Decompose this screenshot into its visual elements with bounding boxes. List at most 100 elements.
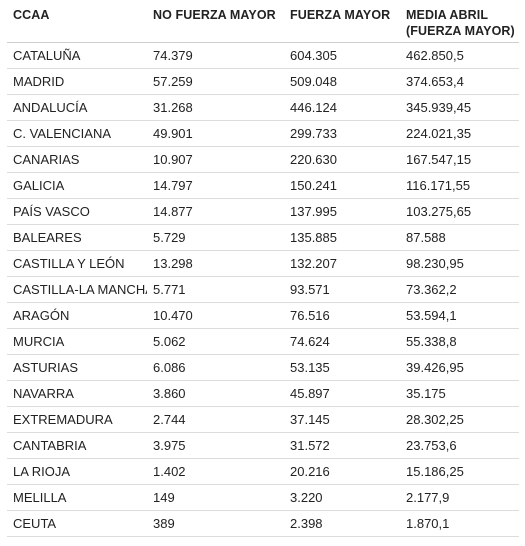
cell-media-abril: 98.230,95 bbox=[400, 250, 519, 277]
table-row: EXTREMADURA 2.744 37.145 28.302,25 bbox=[7, 406, 519, 433]
cell-fuerza-mayor: 93.571 bbox=[284, 276, 400, 303]
cell-media-abril: 374.653,4 bbox=[400, 68, 519, 95]
cell-no-fuerza-mayor: 10.907 bbox=[147, 146, 284, 173]
cell-ccaa: CASTILLA Y LEÓN bbox=[7, 250, 147, 277]
cell-ccaa: CATALUÑA bbox=[7, 42, 147, 69]
cell-no-fuerza-mayor: 10.470 bbox=[147, 302, 284, 329]
table-row: CATALUÑA 74.379 604.305 462.850,5 bbox=[7, 42, 519, 69]
cell-fuerza-mayor: 135.885 bbox=[284, 224, 400, 251]
cell-ccaa: PAÍS VASCO bbox=[7, 198, 147, 225]
cell-fuerza-mayor: 20.216 bbox=[284, 458, 400, 485]
cell-media-abril: 167.547,15 bbox=[400, 146, 519, 173]
table-row: CASTILLA-LA MANCHA 5.771 93.571 73.362,2 bbox=[7, 276, 519, 303]
cell-no-fuerza-mayor: 31.268 bbox=[147, 94, 284, 121]
table-row: MELILLA 149 3.220 2.177,9 bbox=[7, 484, 519, 511]
cell-no-fuerza-mayor: 3.860 bbox=[147, 380, 284, 407]
cell-ccaa: GALICIA bbox=[7, 172, 147, 199]
cell-no-fuerza-mayor: 74.379 bbox=[147, 42, 284, 69]
cell-fuerza-mayor: 604.305 bbox=[284, 42, 400, 69]
cell-media-abril: 23.753,6 bbox=[400, 432, 519, 459]
cell-media-abril: 28.302,25 bbox=[400, 406, 519, 433]
cell-fuerza-mayor: 509.048 bbox=[284, 68, 400, 95]
header-ccaa: CCAA bbox=[7, 0, 147, 43]
cell-ccaa: ARAGÓN bbox=[7, 302, 147, 329]
cell-ccaa: LA RIOJA bbox=[7, 458, 147, 485]
cell-media-abril: 73.362,2 bbox=[400, 276, 519, 303]
cell-ccaa: CANARIAS bbox=[7, 146, 147, 173]
table-row: MURCIA 5.062 74.624 55.338,8 bbox=[7, 328, 519, 355]
cell-media-abril: 53.594,1 bbox=[400, 302, 519, 329]
table-row: CANTABRIA 3.975 31.572 23.753,6 bbox=[7, 432, 519, 459]
table-row: ANDALUCÍA 31.268 446.124 345.939,45 bbox=[7, 94, 519, 121]
table-row: NAVARRA 3.860 45.897 35.175 bbox=[7, 380, 519, 407]
table-row: C. VALENCIANA 49.901 299.733 224.021,35 bbox=[7, 120, 519, 147]
table-row: ASTURIAS 6.086 53.135 39.426,95 bbox=[7, 354, 519, 381]
table-row: PAÍS VASCO 14.877 137.995 103.275,65 bbox=[7, 198, 519, 225]
cell-ccaa: ASTURIAS bbox=[7, 354, 147, 381]
cell-media-abril: 345.939,45 bbox=[400, 94, 519, 121]
cell-no-fuerza-mayor: 14.797 bbox=[147, 172, 284, 199]
cell-ccaa: MADRID bbox=[7, 68, 147, 95]
cell-fuerza-mayor: 446.124 bbox=[284, 94, 400, 121]
cell-fuerza-mayor: 220.630 bbox=[284, 146, 400, 173]
cell-no-fuerza-mayor: 13.298 bbox=[147, 250, 284, 277]
cell-media-abril: 1.870,1 bbox=[400, 510, 519, 537]
cell-fuerza-mayor: 2.398 bbox=[284, 510, 400, 537]
cell-fuerza-mayor: 299.733 bbox=[284, 120, 400, 147]
cell-ccaa: EXTREMADURA bbox=[7, 406, 147, 433]
cell-ccaa: MELILLA bbox=[7, 484, 147, 511]
cell-no-fuerza-mayor: 57.259 bbox=[147, 68, 284, 95]
cell-media-abril: 103.275,65 bbox=[400, 198, 519, 225]
cell-no-fuerza-mayor: 1.402 bbox=[147, 458, 284, 485]
cell-ccaa: ANDALUCÍA bbox=[7, 94, 147, 121]
header-media-abril: MEDIA ABRIL (FUERZA MAYOR) bbox=[400, 0, 519, 43]
cell-ccaa: CASTILLA-LA MANCHA bbox=[7, 276, 147, 303]
cell-fuerza-mayor: 45.897 bbox=[284, 380, 400, 407]
table-row: MADRID 57.259 509.048 374.653,4 bbox=[7, 68, 519, 95]
cell-no-fuerza-mayor: 14.877 bbox=[147, 198, 284, 225]
cell-fuerza-mayor: 150.241 bbox=[284, 172, 400, 199]
cell-ccaa: BALEARES bbox=[7, 224, 147, 251]
table-row: CASTILLA Y LEÓN 13.298 132.207 98.230,95 bbox=[7, 250, 519, 277]
cell-no-fuerza-mayor: 5.729 bbox=[147, 224, 284, 251]
table-row: GALICIA 14.797 150.241 116.171,55 bbox=[7, 172, 519, 199]
cell-media-abril: 224.021,35 bbox=[400, 120, 519, 147]
cell-media-abril: 35.175 bbox=[400, 380, 519, 407]
cell-media-abril: 39.426,95 bbox=[400, 354, 519, 381]
cell-media-abril: 55.338,8 bbox=[400, 328, 519, 355]
table-row: BALEARES 5.729 135.885 87.588 bbox=[7, 224, 519, 251]
table-header: CCAA NO FUERZA MAYOR FUERZA MAYOR MEDIA … bbox=[7, 0, 519, 43]
cell-fuerza-mayor: 37.145 bbox=[284, 406, 400, 433]
table-row: LA RIOJA 1.402 20.216 15.186,25 bbox=[7, 458, 519, 485]
cell-no-fuerza-mayor: 49.901 bbox=[147, 120, 284, 147]
cell-fuerza-mayor: 132.207 bbox=[284, 250, 400, 277]
cell-ccaa: MURCIA bbox=[7, 328, 147, 355]
cell-media-abril: 462.850,5 bbox=[400, 42, 519, 69]
table-row: CEUTA 389 2.398 1.870,1 bbox=[7, 510, 519, 537]
cell-fuerza-mayor: 137.995 bbox=[284, 198, 400, 225]
header-no-fuerza-mayor: NO FUERZA MAYOR bbox=[147, 0, 284, 43]
cell-no-fuerza-mayor: 149 bbox=[147, 484, 284, 511]
cell-ccaa: CEUTA bbox=[7, 510, 147, 537]
cell-fuerza-mayor: 31.572 bbox=[284, 432, 400, 459]
header-fuerza-mayor: FUERZA MAYOR bbox=[284, 0, 400, 43]
cell-fuerza-mayor: 76.516 bbox=[284, 302, 400, 329]
cell-fuerza-mayor: 53.135 bbox=[284, 354, 400, 381]
table-row: CANARIAS 10.907 220.630 167.547,15 bbox=[7, 146, 519, 173]
cell-ccaa: C. VALENCIANA bbox=[7, 120, 147, 147]
cell-no-fuerza-mayor: 3.975 bbox=[147, 432, 284, 459]
header-row: CCAA NO FUERZA MAYOR FUERZA MAYOR MEDIA … bbox=[7, 0, 519, 43]
table-row: ARAGÓN 10.470 76.516 53.594,1 bbox=[7, 302, 519, 329]
table-body: CATALUÑA 74.379 604.305 462.850,5 MADRID 57.2… bbox=[7, 42, 519, 537]
cell-fuerza-mayor: 74.624 bbox=[284, 328, 400, 355]
cell-ccaa: CANTABRIA bbox=[7, 432, 147, 459]
cell-no-fuerza-mayor: 2.744 bbox=[147, 406, 284, 433]
cell-media-abril: 2.177,9 bbox=[400, 484, 519, 511]
cell-media-abril: 15.186,25 bbox=[400, 458, 519, 485]
cell-no-fuerza-mayor: 6.086 bbox=[147, 354, 284, 381]
data-table: CCAA NO FUERZA MAYOR FUERZA MAYOR MEDIA … bbox=[7, 0, 519, 537]
cell-no-fuerza-mayor: 389 bbox=[147, 510, 284, 537]
cell-media-abril: 87.588 bbox=[400, 224, 519, 251]
cell-media-abril: 116.171,55 bbox=[400, 172, 519, 199]
